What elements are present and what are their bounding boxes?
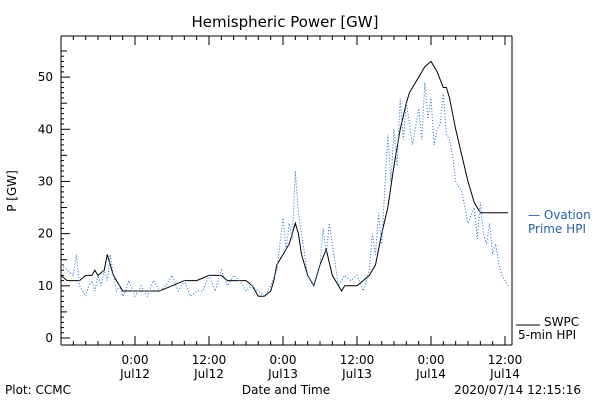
x-tick-label-time: 0:00 — [122, 353, 149, 367]
y-tick-label: 10 — [38, 279, 53, 293]
x-tick-label-date: Jul14 — [415, 367, 446, 381]
footer-timestamp: 2020/07/14 12:15:16 — [454, 383, 581, 397]
series-ovation-line — [60, 82, 509, 298]
x-tick-label-date: Jul14 — [489, 367, 520, 381]
legend-ovation-label: — Ovation — [528, 208, 591, 222]
series-swpc-line — [60, 60, 509, 297]
y-tick-label: 0 — [45, 331, 53, 345]
y-tick-label: 50 — [38, 70, 53, 84]
plot-frame — [60, 35, 513, 346]
x-axis-ticks: 0:00Jul1212:00Jul120:00Jul1312:00Jul130:… — [72, 36, 523, 381]
legend-ovation-sublabel: Prime HPI — [528, 222, 586, 236]
x-tick-label-time: 12:00 — [192, 353, 227, 367]
x-tick-label-time: 0:00 — [418, 353, 445, 367]
x-tick-label-date: Jul13 — [341, 367, 372, 381]
x-tick-label-time: 12:00 — [488, 353, 523, 367]
chart-title: Hemispheric Power [GW] — [192, 13, 379, 31]
y-axis-ticks: 0 10 20 30 40 50 — [38, 50, 70, 345]
legend-swpc-label: SWPC — [544, 315, 579, 329]
x-axis-label: Date and Time — [242, 383, 330, 397]
x-tick-label-time: 0:00 — [270, 353, 297, 367]
y-tick-label: 30 — [38, 174, 53, 188]
x-tick-label-date: Jul13 — [267, 367, 298, 381]
legend-swpc-sublabel: 5-min HPI — [518, 328, 576, 342]
x-tick-label-date: Jul12 — [193, 367, 224, 381]
footer-plot-source: Plot: CCMC — [5, 383, 71, 397]
x-tick-label-date: Jul12 — [119, 367, 150, 381]
y-tick-label: 20 — [38, 227, 53, 241]
y-axis-label: P [GW] — [5, 170, 19, 212]
x-tick-label-time: 12:00 — [340, 353, 375, 367]
series-layer — [60, 60, 509, 298]
y-tick-label: 40 — [38, 122, 53, 136]
